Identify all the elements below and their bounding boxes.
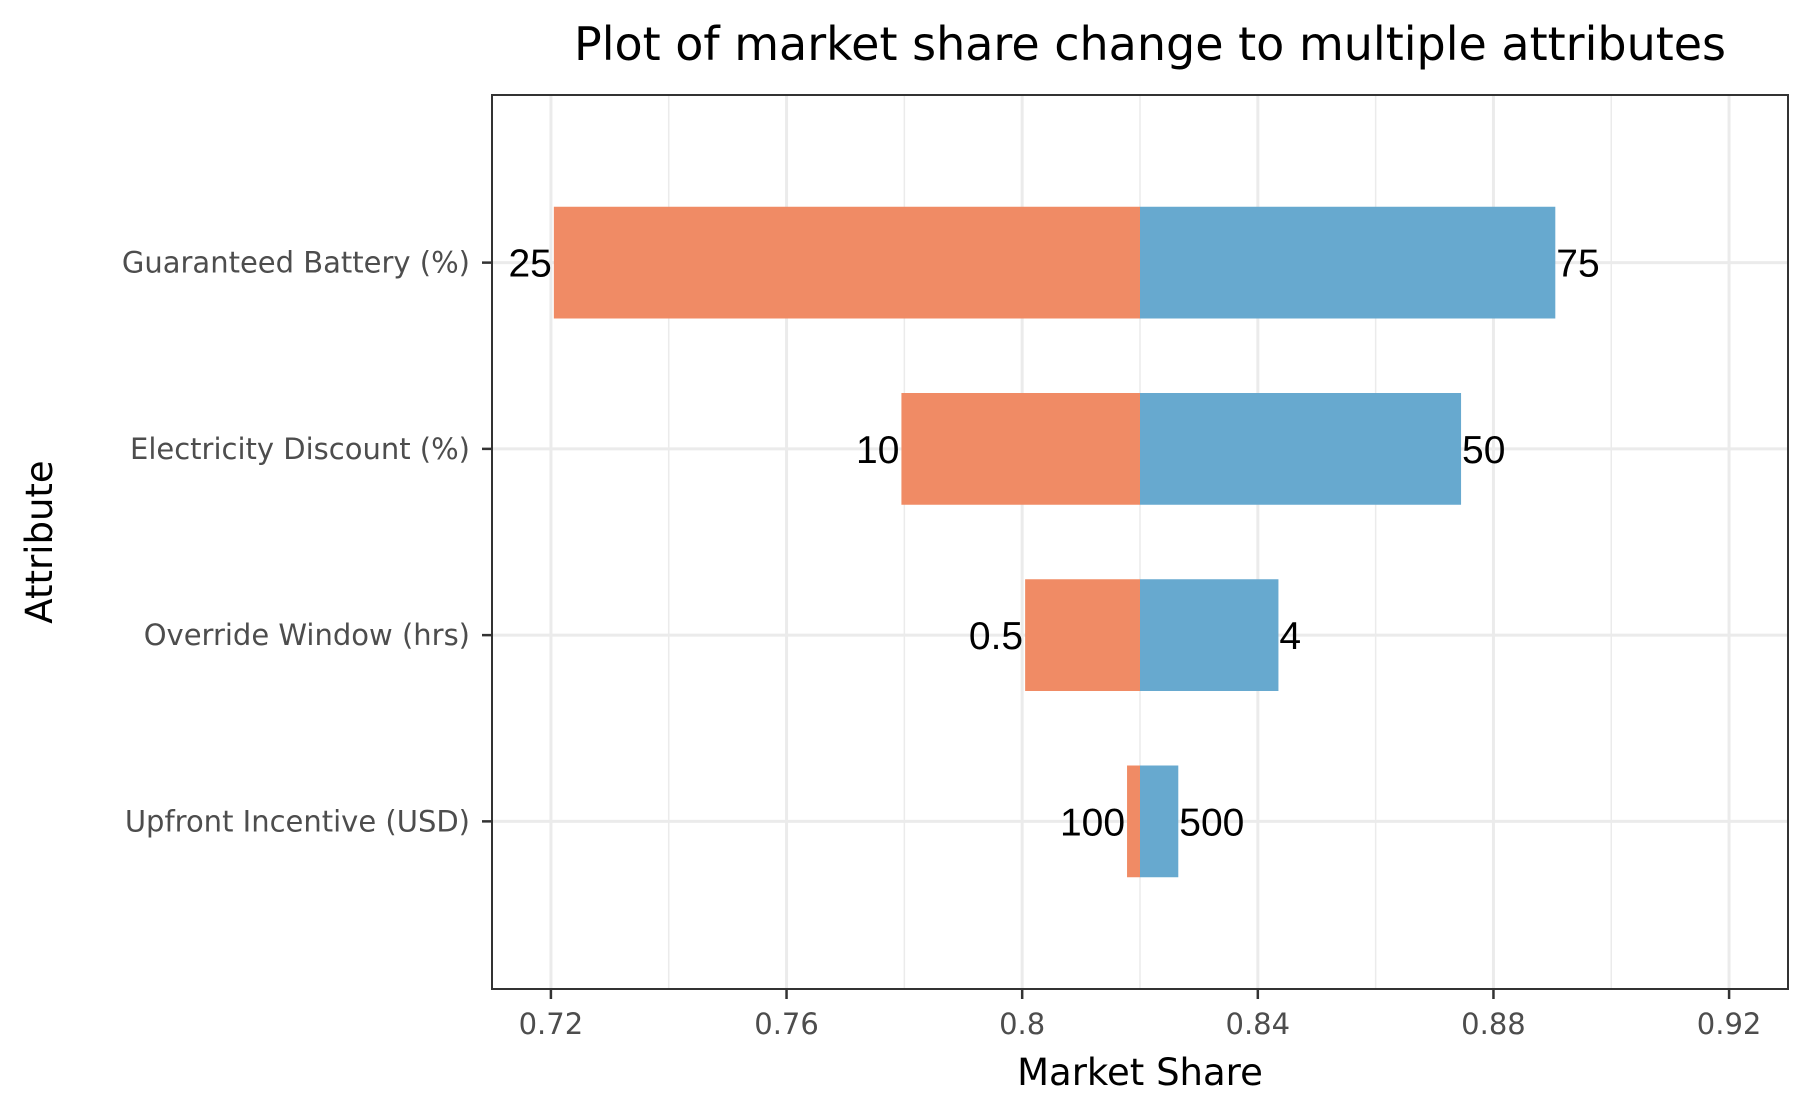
- bar-low-label: 0.5: [969, 615, 1023, 658]
- chart-title: Plot of market share change to multiple …: [574, 17, 1726, 71]
- bar-high-label: 500: [1179, 801, 1244, 844]
- y-axis-title: Attribute: [18, 460, 61, 623]
- y-tick-label: Upfront Incentive (USD): [125, 804, 470, 838]
- x-tick-label: 0.84: [1226, 1007, 1291, 1041]
- bar-label-group: 25 75 10 50 0.5 4 100 500: [508, 243, 1599, 845]
- bar-high: [1140, 206, 1556, 319]
- bar-high-label: 75: [1556, 243, 1599, 286]
- bar-high: [1140, 393, 1462, 505]
- y-tick-label: Override Window (hrs): [144, 618, 470, 652]
- bar-low-label: 10: [856, 429, 899, 472]
- y-tick-label: Electricity Discount (%): [130, 432, 470, 466]
- y-axis: Guaranteed Battery (%) Electricity Discou…: [122, 246, 492, 838]
- x-tick-label: 0.72: [519, 1007, 584, 1041]
- bar-low: [901, 393, 1140, 505]
- bar-group: [553, 206, 1556, 878]
- bar-low: [1127, 765, 1140, 878]
- x-axis-title: Market Share: [1017, 1051, 1263, 1094]
- y-tick-label: Guaranteed Battery (%): [122, 246, 470, 280]
- bar-low-label: 100: [1060, 801, 1125, 844]
- x-tick-label: 0.92: [1697, 1007, 1762, 1041]
- bar-low: [553, 206, 1140, 319]
- x-axis: 0.72 0.76 0.8 0.84 0.88 0.92: [519, 989, 1762, 1041]
- bar-low-label: 25: [508, 243, 551, 286]
- bar-high-label: 4: [1279, 615, 1301, 658]
- bar-high: [1140, 765, 1179, 878]
- bar-low: [1025, 579, 1140, 691]
- bar-high: [1140, 579, 1279, 691]
- bar-high-label: 50: [1462, 429, 1505, 472]
- x-tick-label: 0.8: [999, 1007, 1045, 1041]
- x-tick-label: 0.88: [1461, 1007, 1526, 1041]
- panel-border: [491, 94, 1789, 990]
- x-tick-label: 0.76: [754, 1007, 819, 1041]
